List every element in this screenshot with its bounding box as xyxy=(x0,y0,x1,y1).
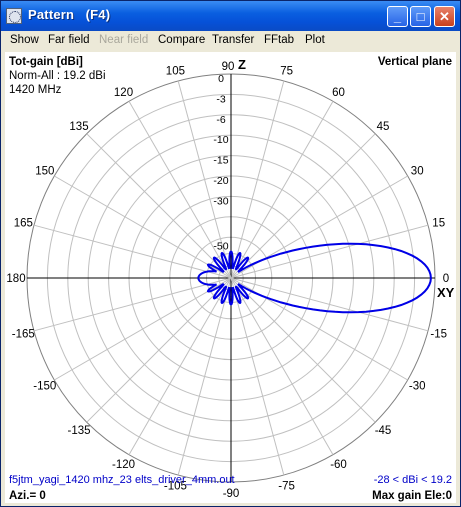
minimize-button[interactable]: _ xyxy=(387,6,408,27)
angle-label: 0 xyxy=(443,273,449,285)
menu-transfer[interactable]: Transfer xyxy=(212,34,255,46)
db-scale-label: -6 xyxy=(216,114,225,126)
menu-near-field[interactable]: Near field xyxy=(99,34,149,46)
angle-label: -90 xyxy=(223,488,240,500)
angle-label: 180 xyxy=(6,273,25,285)
maximize-button[interactable]: □ xyxy=(410,6,431,27)
title-bar[interactable]: Pattern (F4) _ □ ✕ xyxy=(1,1,460,31)
close-button[interactable]: ✕ xyxy=(434,6,455,27)
polar-grid xyxy=(26,73,436,483)
angle-label: -60 xyxy=(330,459,347,471)
angle-label: -120 xyxy=(112,459,135,471)
angle-label: -45 xyxy=(375,425,392,437)
angle-label: 15 xyxy=(432,217,445,229)
angle-label: 105 xyxy=(166,65,185,77)
db-scale-label: -10 xyxy=(213,134,228,146)
menu-bar: Show Far field Near field Compare Transf… xyxy=(1,31,460,51)
angle-label: -75 xyxy=(278,481,295,493)
angle-label: -15 xyxy=(430,329,447,341)
angle-label: 135 xyxy=(69,121,88,133)
menu-fftab[interactable]: FFtab xyxy=(264,34,295,46)
angle-label: -105 xyxy=(164,481,187,493)
angle-label: -30 xyxy=(409,381,426,393)
angle-label: 75 xyxy=(280,65,293,77)
angle-label: 120 xyxy=(114,87,133,99)
radiation-pattern-curve xyxy=(197,242,432,314)
gain-heading: Tot-gain [dBi] xyxy=(9,56,83,68)
file-name: f5jtm_yagi_1420 mhz_23 elts_driver_4mm.o… xyxy=(9,474,235,486)
angle-label: 60 xyxy=(332,87,345,99)
angle-label: -165 xyxy=(12,329,35,341)
window-title: Pattern (F4) xyxy=(28,7,111,22)
db-scale-label: -15 xyxy=(213,155,228,167)
menu-compare[interactable]: Compare xyxy=(158,34,206,46)
db-scale-labels: 0 -3 -6 -10 -15 -20 -30 -50 xyxy=(213,73,228,252)
pattern-app-icon[interactable] xyxy=(6,8,22,24)
angle-label: 165 xyxy=(14,217,33,229)
db-scale-label: 0 xyxy=(218,73,224,85)
db-scale-label: -20 xyxy=(213,175,228,187)
axis-z-label: Z xyxy=(238,57,246,72)
menu-far-field[interactable]: Far field xyxy=(48,34,90,46)
db-scale-label: -50 xyxy=(213,240,228,252)
max-gain-elevation: Max gain Ele:0 xyxy=(372,490,452,502)
grid-spoke xyxy=(33,224,429,332)
angle-label: -135 xyxy=(67,425,90,437)
norm-value: Norm-All : 19.2 dBi xyxy=(9,70,106,82)
angle-label: 45 xyxy=(377,121,390,133)
db-scale-label: -3 xyxy=(216,93,225,105)
gain-range: -28 < dBi < 19.2 xyxy=(374,474,452,486)
db-scale-label: -30 xyxy=(213,195,228,207)
plane-label: Vertical plane xyxy=(378,56,452,68)
angle-label: 30 xyxy=(411,166,424,178)
angle-label: 150 xyxy=(35,166,54,178)
axis-xy-label: XY xyxy=(437,285,455,300)
angle-label: 90 xyxy=(222,61,235,73)
angle-label: -150 xyxy=(33,381,56,393)
menu-show[interactable]: Show xyxy=(10,34,39,46)
azimuth-value: Azi.= 0 xyxy=(9,490,46,502)
frequency-value: 1420 MHz xyxy=(9,84,62,96)
menu-plot[interactable]: Plot xyxy=(305,34,325,46)
